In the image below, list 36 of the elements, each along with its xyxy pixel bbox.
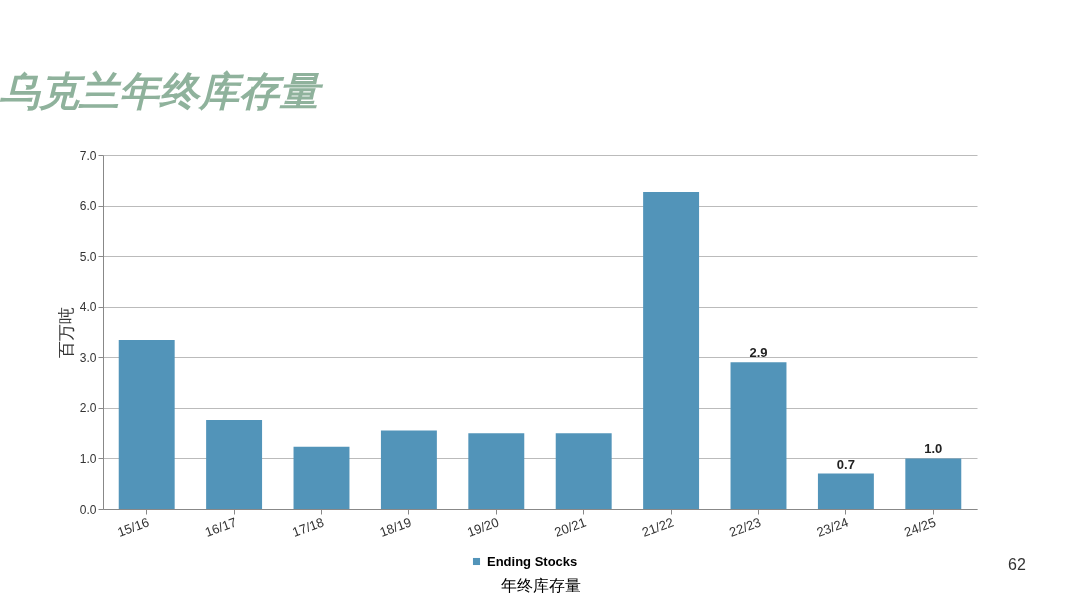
x-tick-label: 24/25 [902, 514, 938, 540]
y-tick-label: 7.0 [79, 148, 97, 163]
chart-title: 乌克兰年终库存量 [0, 68, 325, 114]
data-label: 1.0 [924, 441, 943, 457]
x-tick-label: 15/16 [115, 514, 152, 540]
y-tick-label: 6.0 [79, 199, 97, 214]
x-tick-label: 20/21 [552, 514, 589, 540]
y-tick-label: 0.0 [79, 502, 97, 517]
bar [730, 362, 787, 509]
y-tick-label: 5.0 [79, 249, 97, 264]
x-tick-label: 18/19 [377, 514, 414, 540]
bar [380, 430, 437, 509]
x-tick-label: 22/23 [727, 514, 763, 540]
y-tick-label: 2.0 [79, 401, 97, 416]
x-tick-label: 21/22 [639, 514, 676, 540]
text: 62 [1008, 556, 1026, 574]
legend-label: Ending Stocks [487, 553, 578, 569]
bar [555, 433, 612, 509]
data-label: 0.7 [836, 456, 855, 472]
data-label: 2.9 [749, 345, 768, 361]
y-tick-label: 3.0 [79, 350, 97, 365]
x-tick-label: 17/18 [290, 514, 326, 540]
x-axis-title: 年终库存量 [500, 575, 581, 595]
bar [817, 473, 874, 509]
x-tick-label: 16/17 [202, 514, 239, 540]
x-tick-label: 19/20 [465, 514, 501, 540]
bar [468, 433, 525, 509]
x-tick-label: 23/24 [814, 514, 851, 540]
y-axis-title: 百万吨 [55, 307, 76, 358]
bar [293, 446, 350, 509]
y-tick-label: 4.0 [79, 300, 97, 315]
bar [118, 340, 175, 509]
y-tick-label: 1.0 [79, 451, 97, 466]
bar [643, 191, 700, 509]
bar [206, 419, 263, 509]
bar [905, 458, 962, 509]
